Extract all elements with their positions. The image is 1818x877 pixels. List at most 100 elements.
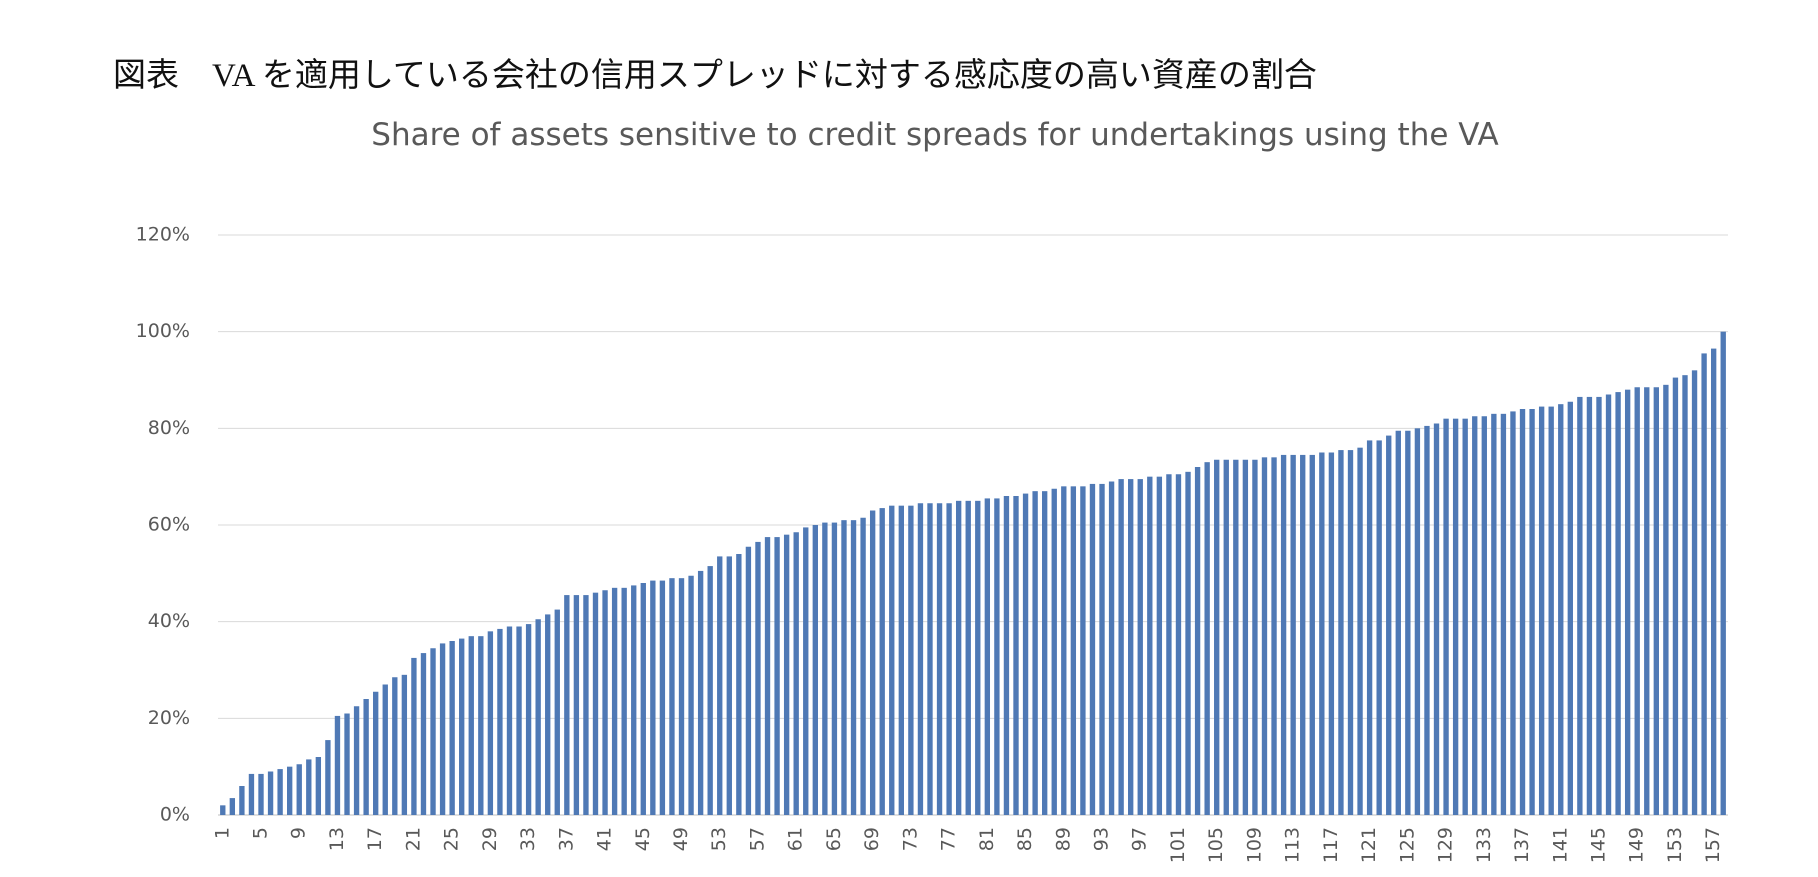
bar xyxy=(1271,457,1277,815)
bar xyxy=(1185,471,1191,815)
bar xyxy=(1261,457,1268,815)
bar xyxy=(774,537,780,815)
bar xyxy=(1233,459,1239,815)
bar xyxy=(1214,459,1220,815)
bar xyxy=(287,766,293,815)
bar xyxy=(707,566,713,815)
x-tick-label: 141 xyxy=(1549,827,1571,863)
bar xyxy=(1529,409,1535,815)
bar xyxy=(841,520,847,815)
bar xyxy=(1280,454,1287,815)
x-tick-label: 49 xyxy=(670,827,692,851)
x-tick-label: 37 xyxy=(555,827,577,851)
x-tick-label: 69 xyxy=(861,827,883,851)
bar xyxy=(1319,452,1325,815)
bar xyxy=(344,713,350,815)
bar xyxy=(1290,454,1296,815)
bar xyxy=(1080,486,1086,815)
bar xyxy=(1558,404,1564,815)
bar xyxy=(401,674,408,815)
x-tick-label: 65 xyxy=(823,827,845,851)
bar xyxy=(994,498,1000,815)
bar xyxy=(430,648,436,815)
y-tick-label: 0% xyxy=(160,804,190,826)
bar xyxy=(946,503,952,815)
bar xyxy=(487,631,494,815)
bar xyxy=(506,626,513,815)
bar xyxy=(392,677,398,815)
bar xyxy=(1414,428,1421,815)
bar xyxy=(869,510,876,815)
y-tick-label: 20% xyxy=(148,707,190,729)
bar xyxy=(984,498,991,815)
bar xyxy=(850,520,857,815)
x-tick-label: 5 xyxy=(250,827,272,839)
bar xyxy=(793,532,799,815)
bar xyxy=(1147,476,1153,815)
x-tick-label: 121 xyxy=(1358,827,1380,863)
bar xyxy=(1701,353,1707,815)
bar xyxy=(334,715,341,815)
bar xyxy=(755,541,761,815)
x-tick-label: 33 xyxy=(517,827,539,851)
x-tick-label: 93 xyxy=(1091,827,1113,851)
bar xyxy=(621,587,627,815)
bar xyxy=(726,556,732,815)
bar xyxy=(363,699,369,815)
bar xyxy=(382,684,388,815)
bar xyxy=(602,590,608,815)
bar xyxy=(803,527,809,815)
bar xyxy=(717,556,723,815)
x-tick-label: 25 xyxy=(441,827,463,851)
x-tick-label: 61 xyxy=(785,827,807,851)
bar xyxy=(1357,447,1363,815)
bar xyxy=(420,653,427,815)
bar xyxy=(1022,493,1029,815)
x-tick-label: 73 xyxy=(899,827,921,851)
x-tick-label: 9 xyxy=(288,827,310,839)
bar xyxy=(879,508,885,815)
bar xyxy=(1003,496,1010,815)
bar xyxy=(889,505,895,815)
x-tick-label: 53 xyxy=(708,827,730,851)
bar xyxy=(1252,459,1258,815)
bar xyxy=(822,522,828,815)
bar xyxy=(1223,459,1229,815)
bar xyxy=(1567,401,1573,815)
bar xyxy=(1042,491,1048,815)
bar xyxy=(697,570,704,815)
bar xyxy=(1166,474,1172,815)
bar xyxy=(812,525,818,815)
x-tick-label: 29 xyxy=(479,827,501,851)
y-tick-label: 60% xyxy=(148,514,190,536)
bar xyxy=(1596,396,1602,815)
bar xyxy=(229,798,236,815)
bar xyxy=(258,773,264,815)
bar xyxy=(1462,418,1468,815)
bar xyxy=(1481,416,1487,815)
bar xyxy=(1586,396,1593,815)
bar xyxy=(650,580,656,815)
x-tick-label: 13 xyxy=(326,827,348,851)
bar xyxy=(1099,483,1105,815)
bar xyxy=(669,578,675,815)
bar xyxy=(1682,375,1688,815)
x-tick-label: 153 xyxy=(1664,827,1686,863)
bar xyxy=(678,578,685,815)
bar xyxy=(306,759,312,815)
bar xyxy=(1175,474,1182,815)
bar xyxy=(908,505,914,815)
bar xyxy=(936,503,943,815)
bar xyxy=(459,638,465,815)
bar xyxy=(1452,418,1459,815)
bar xyxy=(277,769,283,815)
bar xyxy=(1328,452,1335,815)
bar xyxy=(1366,440,1373,815)
bar xyxy=(1510,411,1516,815)
x-tick-label: 133 xyxy=(1473,827,1495,863)
chart-title: Share of assets sensitive to credit spre… xyxy=(371,117,1499,153)
y-tick-label: 120% xyxy=(136,224,190,246)
bar xyxy=(1108,481,1115,815)
